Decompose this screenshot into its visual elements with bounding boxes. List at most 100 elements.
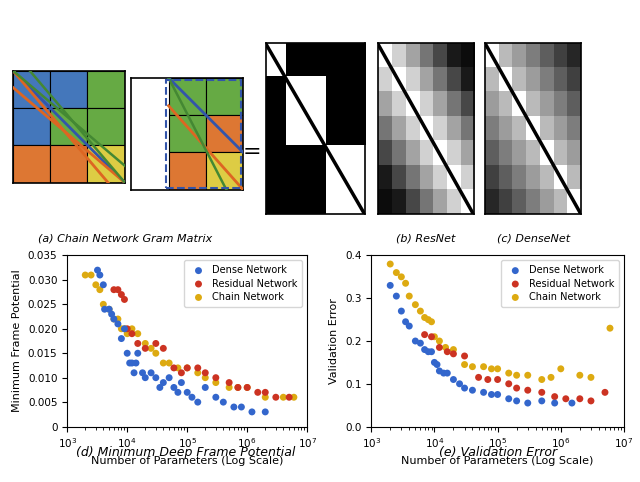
Bar bbox=[168, 152, 206, 190]
Point bbox=[486, 390, 497, 398]
Text: (e) Validation Error: (e) Validation Error bbox=[439, 446, 557, 459]
Point bbox=[193, 398, 203, 406]
Point bbox=[467, 387, 477, 394]
Point bbox=[410, 301, 420, 308]
Point bbox=[479, 363, 489, 371]
Point bbox=[140, 340, 150, 348]
Point bbox=[410, 337, 420, 345]
Point bbox=[158, 359, 168, 367]
Y-axis label: Validation Error: Validation Error bbox=[330, 298, 339, 384]
Point bbox=[80, 271, 90, 279]
Point bbox=[109, 286, 119, 294]
Point bbox=[173, 388, 183, 396]
Bar bbox=[13, 145, 50, 183]
Point bbox=[429, 333, 440, 341]
Point bbox=[415, 307, 426, 315]
Text: (c) DenseNet: (c) DenseNet bbox=[497, 234, 570, 244]
Point bbox=[92, 266, 102, 274]
Point bbox=[104, 306, 115, 313]
Point bbox=[575, 371, 585, 379]
Point bbox=[242, 384, 252, 391]
Point bbox=[493, 375, 503, 383]
Point bbox=[200, 369, 211, 376]
Point bbox=[271, 393, 281, 401]
Bar bbox=[88, 70, 125, 108]
Point bbox=[460, 384, 470, 392]
Point bbox=[385, 260, 396, 268]
Point bbox=[419, 346, 429, 353]
Point bbox=[253, 388, 263, 396]
Point bbox=[109, 315, 119, 323]
Point bbox=[448, 346, 458, 353]
Point bbox=[586, 397, 596, 405]
Point bbox=[138, 369, 148, 376]
Point bbox=[113, 320, 123, 328]
Point bbox=[169, 384, 179, 391]
Point bbox=[504, 380, 514, 388]
Point bbox=[233, 384, 243, 391]
Point bbox=[440, 344, 451, 351]
Point bbox=[119, 295, 129, 303]
Point bbox=[504, 395, 514, 402]
Bar bbox=[166, 80, 241, 187]
Point bbox=[404, 292, 414, 300]
X-axis label: Number of Parameters (Log Scale): Number of Parameters (Log Scale) bbox=[91, 455, 284, 466]
Point bbox=[150, 340, 161, 348]
Bar bbox=[206, 152, 243, 190]
X-axis label: Number of Parameters (Log Scale): Number of Parameters (Log Scale) bbox=[401, 455, 594, 466]
Point bbox=[419, 331, 429, 338]
Point bbox=[127, 325, 137, 333]
Point bbox=[586, 374, 596, 381]
Text: (b) ResNet: (b) ResNet bbox=[396, 234, 455, 244]
Point bbox=[247, 408, 257, 416]
Point bbox=[158, 345, 168, 352]
Point bbox=[224, 384, 234, 391]
Point bbox=[182, 364, 192, 372]
Point bbox=[146, 345, 156, 352]
Point bbox=[260, 393, 270, 401]
Point bbox=[460, 361, 470, 368]
Point bbox=[442, 369, 452, 377]
Point bbox=[567, 399, 577, 407]
Point bbox=[109, 315, 119, 323]
Point bbox=[182, 388, 192, 396]
Point bbox=[150, 374, 161, 382]
Point bbox=[158, 379, 168, 387]
Point bbox=[260, 388, 270, 396]
Point bbox=[122, 330, 132, 337]
Point bbox=[116, 335, 127, 342]
Bar bbox=[206, 115, 243, 152]
Point bbox=[98, 300, 108, 308]
Point bbox=[442, 348, 452, 356]
Point bbox=[224, 379, 234, 387]
Point bbox=[113, 315, 123, 323]
Point bbox=[550, 393, 560, 401]
Point bbox=[432, 361, 442, 368]
Point bbox=[523, 387, 533, 394]
Bar bbox=[50, 70, 88, 108]
Point bbox=[429, 359, 440, 366]
Point bbox=[140, 374, 150, 382]
Bar bbox=[168, 115, 206, 152]
Point bbox=[483, 375, 493, 383]
Point bbox=[116, 291, 127, 298]
Bar bbox=[206, 78, 243, 115]
Point bbox=[493, 365, 503, 373]
Point bbox=[193, 364, 203, 372]
Point bbox=[193, 369, 203, 376]
Point bbox=[176, 369, 186, 376]
Point bbox=[284, 393, 294, 401]
Point bbox=[113, 286, 123, 294]
Point bbox=[200, 384, 211, 391]
Point bbox=[435, 367, 445, 375]
Point bbox=[605, 324, 615, 332]
Point bbox=[173, 364, 183, 372]
Point bbox=[467, 363, 477, 371]
Point bbox=[91, 281, 101, 289]
Point bbox=[260, 408, 270, 416]
Point bbox=[182, 364, 192, 372]
Point bbox=[435, 344, 445, 351]
Point bbox=[176, 379, 186, 387]
Point bbox=[95, 271, 105, 279]
Point bbox=[155, 384, 165, 391]
